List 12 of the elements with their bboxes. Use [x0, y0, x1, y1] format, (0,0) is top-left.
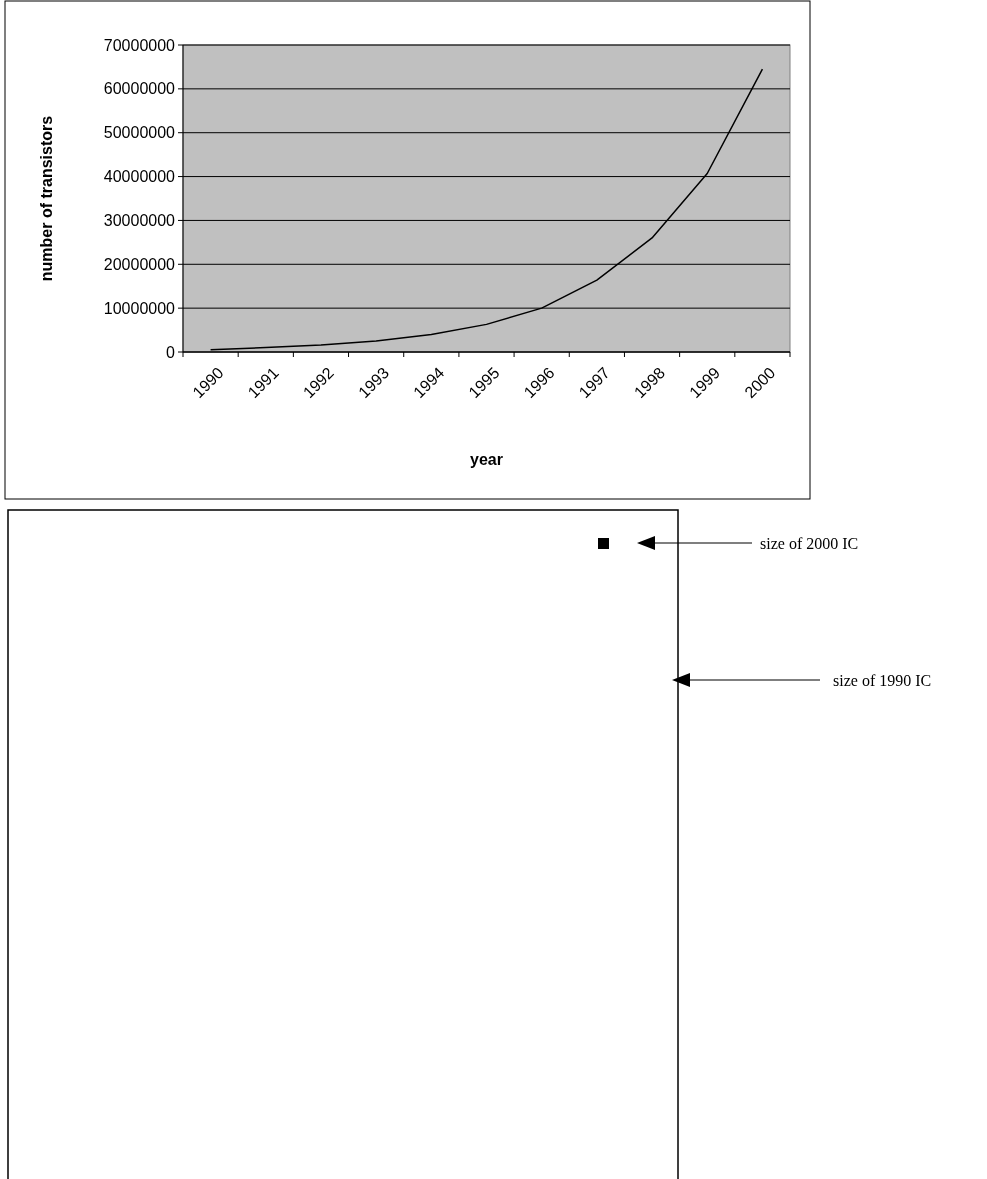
y-tick-label: 50000000	[103, 124, 176, 142]
text: size of 2000 IC	[760, 534, 859, 552]
y-tick-label: 70000000	[103, 36, 176, 54]
y-tick-label: 40000000	[103, 168, 176, 186]
y-tick-label: 10000000	[103, 299, 176, 317]
y-tick-label: 20000000	[103, 255, 176, 273]
y-axis-title: number of transistors	[38, 115, 55, 282]
y-tick-label: 0	[166, 343, 176, 361]
y-tick-label: 30000000	[103, 212, 176, 230]
x-axis-title: year	[470, 451, 503, 468]
text: size of 1990 IC	[833, 671, 932, 689]
y-tick-label: 60000000	[103, 80, 176, 98]
